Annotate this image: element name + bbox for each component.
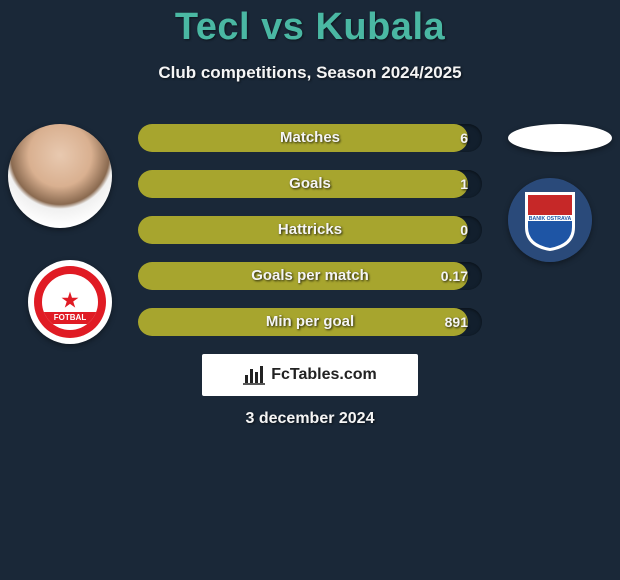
stat-bar-label: Goals bbox=[138, 170, 482, 198]
comparison-card: Tecl vs Kubala Club competitions, Season… bbox=[0, 0, 620, 580]
page-title: Tecl vs Kubala bbox=[0, 0, 620, 49]
stat-bar-label: Hattricks bbox=[138, 216, 482, 244]
stat-bar: Goals 1 bbox=[138, 170, 482, 198]
crest-left: ★ FOTBAL bbox=[28, 260, 112, 344]
slavia-band-text: FOTBAL bbox=[42, 312, 98, 324]
bar-chart-icon bbox=[243, 365, 265, 385]
player-left-photo bbox=[8, 124, 112, 228]
stat-bar-label: Goals per match bbox=[138, 262, 482, 290]
stat-bar-value: 891 bbox=[445, 308, 468, 336]
brand-logo-box[interactable]: FcTables.com bbox=[202, 354, 418, 396]
stat-bar-value: 6 bbox=[460, 124, 468, 152]
stat-bar-label: Matches bbox=[138, 124, 482, 152]
stat-bar: Hattricks 0 bbox=[138, 216, 482, 244]
crest-right: BANIK OSTRAVA bbox=[508, 178, 592, 262]
stat-bar: Matches 6 bbox=[138, 124, 482, 152]
slavia-crest-outer: ★ FOTBAL bbox=[34, 266, 106, 338]
stat-bars: Matches 6 Goals 1 Hattricks 0 Goals per … bbox=[138, 124, 482, 354]
stat-bar-value: 0.17 bbox=[441, 262, 468, 290]
brand-text: FcTables.com bbox=[271, 366, 377, 384]
slavia-crest-inner: ★ FOTBAL bbox=[42, 274, 98, 330]
date-text: 3 december 2024 bbox=[0, 410, 620, 428]
stat-bar: Goals per match 0.17 bbox=[138, 262, 482, 290]
subtitle: Club competitions, Season 2024/2025 bbox=[0, 63, 620, 83]
stat-bar-value: 0 bbox=[460, 216, 468, 244]
stat-bar: Min per goal 891 bbox=[138, 308, 482, 336]
stat-bar-label: Min per goal bbox=[138, 308, 482, 336]
banik-crest-icon: BANIK OSTRAVA bbox=[520, 187, 580, 253]
stat-bar-value: 1 bbox=[460, 170, 468, 198]
star-icon: ★ bbox=[60, 288, 80, 314]
player-right-photo bbox=[508, 124, 612, 152]
banik-band-text: BANIK OSTRAVA bbox=[529, 216, 572, 222]
